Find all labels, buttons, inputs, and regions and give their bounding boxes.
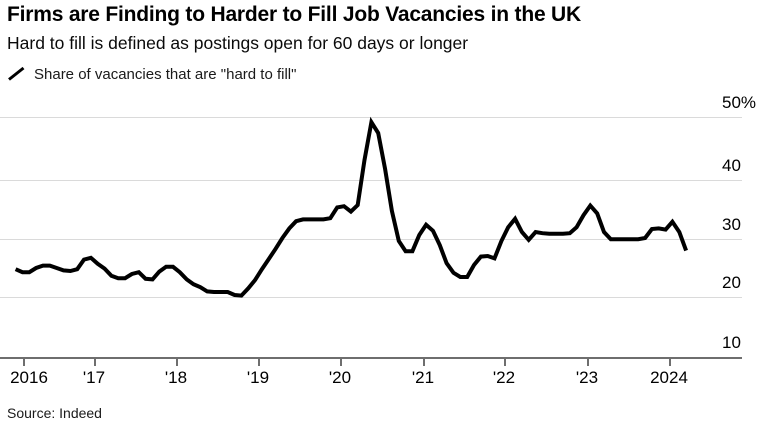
page-title: Firms are Finding to Harder to Fill Job … <box>7 3 581 26</box>
x-tick-label: 2024 <box>650 368 688 387</box>
y-tick-label: 30 <box>722 215 741 234</box>
legend: Share of vacancies that are "hard to fil… <box>7 64 296 84</box>
x-tick-mark <box>94 359 96 366</box>
x-tick-label: '17 <box>82 368 106 387</box>
x-tick-mark <box>423 359 425 366</box>
x-tick-mark <box>504 359 506 366</box>
x-tick-mark <box>587 359 589 366</box>
legend-label: Share of vacancies that are "hard to fil… <box>34 65 297 83</box>
x-tick-label: '19 <box>246 368 270 387</box>
y-tick-label: 20 <box>722 273 741 292</box>
x-tick-mark <box>23 359 25 366</box>
x-tick-label: 2016 <box>10 368 48 387</box>
x-tick-mark <box>258 359 260 366</box>
source-note: Source: Indeed <box>7 405 102 421</box>
y-tick-label: 40 <box>722 156 741 175</box>
gridline-20 <box>0 297 742 298</box>
x-tick-mark <box>340 359 342 366</box>
line-series <box>14 116 688 298</box>
y-tick-label: 10 <box>722 333 741 352</box>
x-tick-mark <box>669 359 671 366</box>
x-tick-label: '22 <box>492 368 516 387</box>
x-tick-mark <box>176 359 178 366</box>
gridline-40 <box>0 180 742 181</box>
line-marker-icon <box>8 66 25 81</box>
y-tick-label: 50% <box>722 93 757 112</box>
x-axis-line <box>0 357 742 359</box>
x-tick-label: '23 <box>575 368 599 387</box>
x-tick-label: '18 <box>164 368 188 387</box>
chart-subtitle: Hard to fill is defined as postings open… <box>7 33 469 53</box>
x-tick-label: '20 <box>328 368 352 387</box>
x-tick-label: '21 <box>411 368 435 387</box>
gridline-30 <box>0 239 742 240</box>
gridline-50 <box>0 117 742 118</box>
